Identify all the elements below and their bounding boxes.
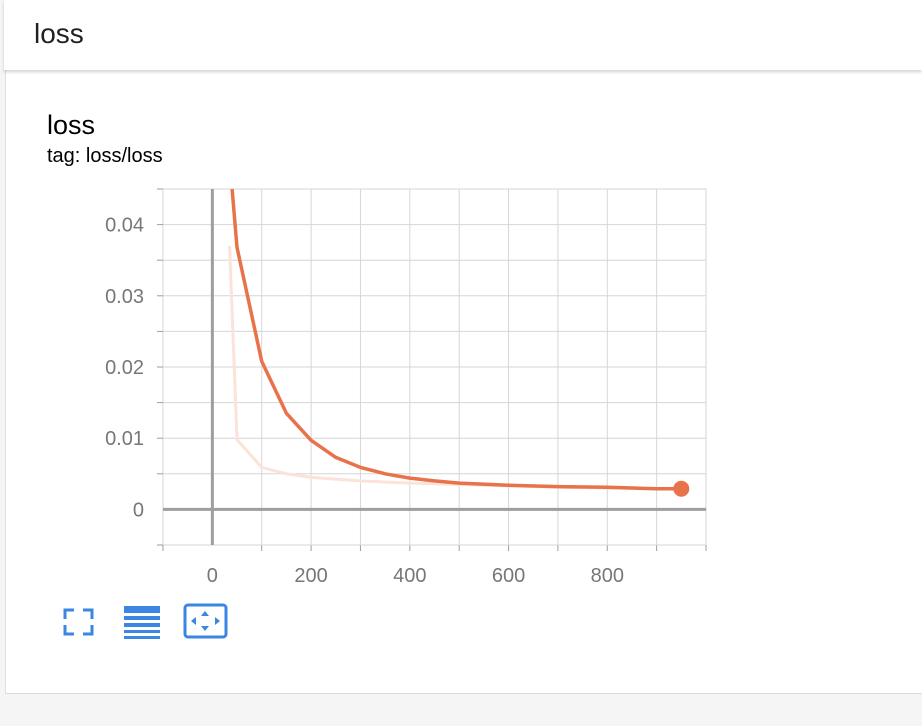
fit-domain-icon xyxy=(183,603,228,639)
fullscreen-corner xyxy=(63,625,74,636)
fit-arrow-left xyxy=(191,617,196,625)
chart-series xyxy=(228,189,690,497)
toggle-log-scale-button[interactable] xyxy=(124,606,160,639)
y-tick-label: 0.04 xyxy=(105,215,144,237)
y-tick-label: 0.03 xyxy=(105,286,144,308)
fit-domain-button[interactable] xyxy=(183,603,228,639)
lines-bar xyxy=(124,623,160,627)
y-tick-label: 0 xyxy=(133,499,144,521)
chart-tick-labels: 0 200 400 600 800 0 0.01 0.02 0.03 0.04 xyxy=(105,215,624,587)
chart-grid xyxy=(157,188,707,551)
lines-bar xyxy=(124,606,160,613)
lines-bar xyxy=(124,616,160,620)
chart-axes xyxy=(163,189,706,545)
x-tick-label: 200 xyxy=(294,565,327,587)
lines-bar xyxy=(124,630,160,633)
fit-arrow-right xyxy=(215,617,220,625)
log-scale-lines-icon xyxy=(124,606,160,639)
chart-card: loss tag: loss/loss xyxy=(5,70,922,694)
y-tick-label: 0.02 xyxy=(105,357,144,379)
page-title: loss xyxy=(34,18,84,49)
x-tick-label: 400 xyxy=(393,565,426,587)
lines-bar xyxy=(124,636,160,639)
x-tick-label: 600 xyxy=(492,565,525,587)
x-tick-label: 0 xyxy=(207,565,218,587)
smoothed-loss-line xyxy=(230,189,682,491)
fullscreen-corner xyxy=(83,608,94,619)
y-tick-label: 0.01 xyxy=(105,428,144,450)
fit-arrow-up xyxy=(201,611,209,616)
fit-frame xyxy=(183,603,228,639)
chart-tag: tag: loss/loss xyxy=(47,145,163,167)
page-header: loss xyxy=(4,0,922,70)
x-tick-label: 800 xyxy=(591,565,624,587)
fullscreen-corner xyxy=(83,625,94,636)
fullscreen-button[interactable] xyxy=(63,608,94,636)
last-point-marker xyxy=(673,480,690,497)
fullscreen-corner xyxy=(63,608,74,619)
chart-title: loss xyxy=(47,110,96,140)
fit-arrow-down xyxy=(201,626,209,631)
fullscreen-icon xyxy=(63,608,94,636)
